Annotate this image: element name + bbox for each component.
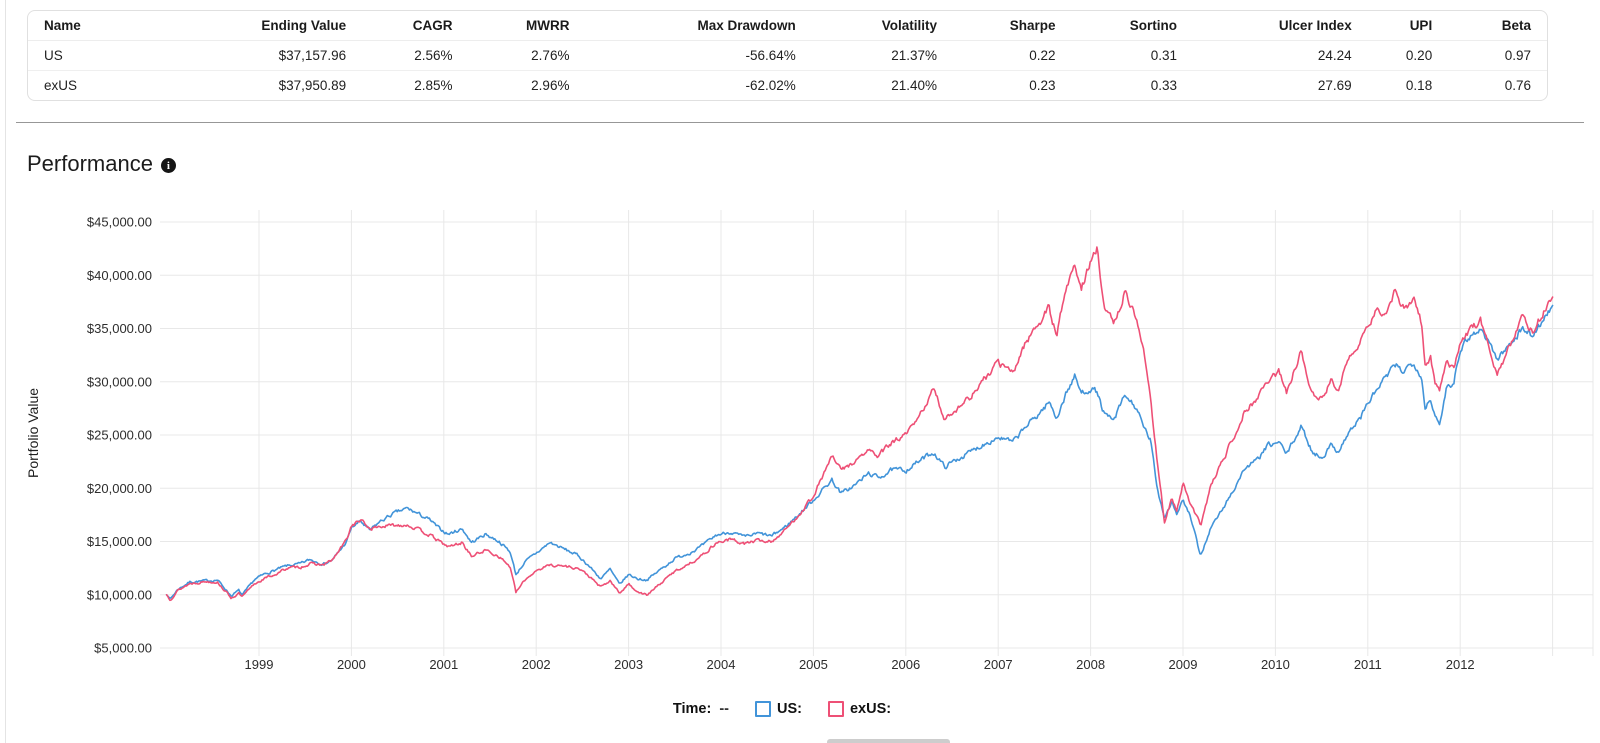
- cell-max-drawdown: -56.64%: [745, 48, 796, 63]
- svg-text:2007: 2007: [984, 657, 1013, 672]
- svg-text:2003: 2003: [614, 657, 643, 672]
- table-row-us: US $37,157.96 2.56% 2.76% -56.64% 21.37%…: [28, 41, 1547, 71]
- cell-cagr: 2.85%: [362, 70, 469, 100]
- cell-ulcer-index: 24.24: [1317, 48, 1352, 63]
- svg-text:2010: 2010: [1261, 657, 1290, 672]
- column-header-ulcer-index: Ulcer Index: [1193, 11, 1368, 41]
- svg-text:$20,000.00: $20,000.00: [87, 481, 152, 496]
- svg-text:2004: 2004: [707, 657, 736, 672]
- exus-series-line: [165, 246, 1554, 602]
- gridlines: [160, 210, 1594, 656]
- performance-title-text: Performance: [27, 151, 153, 176]
- svg-text:$25,000.00: $25,000.00: [87, 428, 152, 443]
- cell-ending-value: $37,157.96: [278, 48, 347, 63]
- section-divider: [16, 122, 1584, 123]
- column-header-upi: UPI: [1367, 11, 1449, 41]
- performance-chart: $45,000.00 $40,000.00 $35,000.00 $30,000.00…: [0, 190, 1600, 695]
- summary-table: Name Ending Value CAGR MWRR Max Drawdown…: [28, 11, 1547, 100]
- legend-time-value: --: [719, 701, 729, 717]
- column-header-ending-value: Ending Value: [205, 11, 363, 41]
- svg-text:1999: 1999: [245, 657, 274, 672]
- svg-text:$40,000.00: $40,000.00: [87, 268, 152, 283]
- row-name: exUS: [28, 70, 206, 100]
- column-header-beta: Beta: [1448, 11, 1547, 41]
- cell-sharpe: 0.22: [1029, 48, 1056, 63]
- y-axis-title: Portfolio Value: [25, 388, 41, 478]
- left-edge-border: [5, 0, 6, 743]
- cell-beta: 0.97: [1504, 48, 1531, 63]
- svg-text:$30,000.00: $30,000.00: [87, 374, 152, 389]
- svg-text:2002: 2002: [522, 657, 551, 672]
- svg-text:$35,000.00: $35,000.00: [87, 321, 152, 336]
- svg-text:2009: 2009: [1169, 657, 1198, 672]
- column-header-mwrr: MWRR: [468, 11, 586, 41]
- svg-text:2012: 2012: [1446, 657, 1475, 672]
- page-title: Performance i: [27, 151, 176, 177]
- performance-chart-canvas[interactable]: $45,000.00 $40,000.00 $35,000.00 $30,000.00…: [0, 190, 1600, 695]
- cell-sortino: 0.31: [1150, 48, 1178, 63]
- cell-beta: 0.76: [1448, 70, 1547, 100]
- column-header-cagr: CAGR: [362, 11, 469, 41]
- cell-mwrr: 2.76%: [531, 48, 570, 63]
- cutoff-tooltip-chip: [827, 739, 950, 743]
- svg-text:$45,000.00: $45,000.00: [87, 215, 152, 230]
- svg-text:2000: 2000: [337, 657, 366, 672]
- cell-sortino: 0.33: [1071, 70, 1194, 100]
- cell-ulcer-index: 27.69: [1193, 70, 1368, 100]
- table-row-exus: exUS $37,950.89 2.85% 2.96% -62.02% 21.4…: [28, 70, 1547, 100]
- summary-table-card: Name Ending Value CAGR MWRR Max Drawdown…: [27, 10, 1548, 101]
- row-name: US: [44, 48, 63, 63]
- us-legend-label: US:: [777, 701, 802, 717]
- cell-volatility: 21.37%: [891, 48, 938, 63]
- us-series-line: [165, 304, 1554, 600]
- info-icon[interactable]: i: [160, 158, 176, 173]
- svg-text:2006: 2006: [891, 657, 920, 672]
- cell-sharpe: 0.23: [953, 70, 1072, 100]
- column-header-sortino: Sortino: [1071, 11, 1194, 41]
- svg-text:2008: 2008: [1076, 657, 1105, 672]
- svg-text:$15,000.00: $15,000.00: [87, 534, 152, 549]
- column-header-name: Name: [28, 11, 206, 41]
- table-header-row: Name Ending Value CAGR MWRR Max Drawdown…: [28, 11, 1547, 41]
- column-header-max-drawdown: Max Drawdown: [585, 11, 812, 41]
- exus-legend-label: exUS:: [849, 701, 892, 717]
- svg-text:2011: 2011: [1354, 657, 1382, 672]
- svg-text:$10,000.00: $10,000.00: [87, 587, 152, 602]
- cell-upi: 0.18: [1367, 70, 1449, 100]
- cell-volatility: 21.40%: [811, 70, 954, 100]
- cell-cagr: 2.56%: [414, 48, 453, 63]
- svg-text:2005: 2005: [799, 657, 828, 672]
- us-legend-swatch: [755, 701, 771, 717]
- column-header-volatility: Volatility: [811, 11, 954, 41]
- y-axis-labels: $45,000.00 $40,000.00 $35,000.00 $30,000.00…: [87, 215, 152, 656]
- cell-max-drawdown: -62.02%: [585, 70, 812, 100]
- exus-legend-swatch: [827, 701, 844, 717]
- svg-text:2001: 2001: [429, 657, 458, 672]
- x-axis-labels: 1999 2000 2001 2002 2003 2004 2005 2006 2007 2008…: [245, 657, 1475, 672]
- chart-legend: Time: -- US: exUS:: [0, 701, 1582, 717]
- legend-time-label: Time:: [672, 701, 712, 717]
- cell-mwrr: 2.96%: [468, 70, 586, 100]
- cell-ending-value: $37,950.89: [205, 70, 363, 100]
- cell-upi: 0.20: [1405, 48, 1433, 63]
- column-header-sharpe: Sharpe: [953, 11, 1072, 41]
- svg-text:$5,000.00: $5,000.00: [94, 641, 152, 656]
